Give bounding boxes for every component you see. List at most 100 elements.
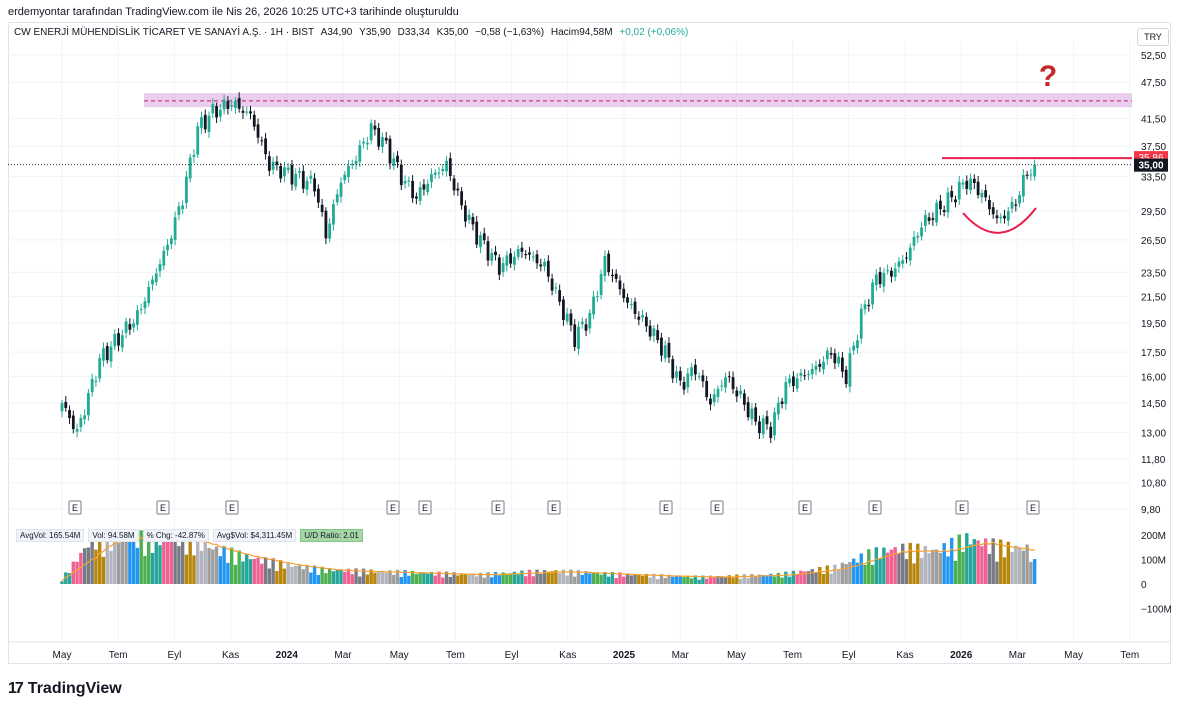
volume-bar [659,574,664,584]
currency-selector[interactable]: TRY [1137,28,1169,46]
volume-ma-line [61,536,1035,582]
level-price-label: 35,86 [1138,153,1163,164]
candle-body [569,313,573,326]
volume-bar [113,530,117,584]
earnings-marker-label: E [72,503,78,513]
volume-bar [124,536,128,584]
volume-bar [169,539,174,584]
volume-bar [780,577,784,584]
candle-body [298,171,301,173]
grid-layer [8,40,1171,643]
candle-body [871,282,874,305]
volume-bar [252,558,256,584]
volume-bar [422,572,426,584]
volume-bar [667,574,671,584]
volume-bar [493,572,498,584]
candle-body [550,278,554,291]
volume-bar [919,557,924,584]
earnings-marker-label: E [229,503,235,513]
volume-bar [686,575,690,584]
volume-bar [968,544,973,584]
candle-body [773,412,776,436]
volume-bar [565,575,569,584]
candle-body [211,104,215,114]
volume-bar [976,540,980,584]
candle-body [188,157,192,179]
volume-bar [60,581,64,584]
time-tick-label: Tem [446,650,465,661]
time-tick-label: Eyl [505,650,519,661]
volume-bar [177,546,181,584]
candle-body [965,180,969,189]
candle-body [939,200,942,210]
candle-body [218,109,222,117]
time-tick-label: Eyl [842,650,856,661]
volume-bar [603,571,607,584]
time-tick-label: Tem [783,650,802,661]
volume-bar [987,553,992,584]
open-value: A34,90 [320,27,353,38]
volume-bar [263,557,268,584]
candle-body [878,271,882,285]
volume-bar [614,578,618,584]
volume-bar [878,558,882,584]
candle-body [475,221,479,245]
volume-bar [776,572,780,584]
tradingview-logo-icon: 17 [8,680,24,697]
volume-bar [395,569,400,584]
volume-bar [486,572,490,584]
tradingview-logo[interactable]: 17 TradingView [8,680,122,698]
cup-curve [962,207,1037,234]
volume-bar [1006,541,1010,584]
earnings-marker-label: E [495,503,501,513]
volume-bar [309,572,313,584]
candle-body [86,393,90,416]
volume-bar [874,547,879,584]
volume-bar [1025,544,1029,584]
volume-bar [901,543,905,584]
volume-bar [192,555,196,584]
volume-bar [229,547,234,584]
candle-body [626,297,629,303]
candle-body [562,299,565,320]
volume-bar [655,579,660,584]
volume-bar [637,574,641,584]
candle-body [407,180,411,182]
volume-bar [848,561,852,584]
candle-body [192,155,196,157]
candle-body [912,236,916,246]
volume-bar [286,562,290,584]
candle-body [147,286,151,304]
volume-bar [196,536,200,584]
candle-body [844,369,848,385]
candle-body [1018,195,1021,204]
candle-body [633,301,637,314]
volume-bar [1014,545,1018,584]
volume-bar [644,573,649,584]
candle-body [972,178,976,183]
candle-body [136,310,139,325]
volume-bar [625,573,630,584]
volume-bar [199,550,204,584]
volume-bar [618,572,622,584]
volume-bar [855,562,860,584]
volume-bar [135,547,140,584]
volume-bar [885,552,890,584]
candle-body [362,141,365,144]
candle-body [750,408,754,420]
candle-body [595,295,599,297]
earnings-marker-label: E [663,503,669,513]
volume-bar [452,572,456,584]
candle-body [712,394,716,403]
candle-body [727,376,731,378]
symbol-name[interactable]: CW ENERJİ MÜHENDİSLİK TİCARET VE SANAYİ … [14,27,314,38]
candle-body [893,268,897,278]
volume-bar [131,532,136,584]
candle-body [592,296,595,315]
earnings-marker-box [955,500,969,515]
volume-bar [354,568,358,584]
candle-body [105,345,109,361]
candle-body [905,257,908,259]
volume-bar [324,573,328,584]
